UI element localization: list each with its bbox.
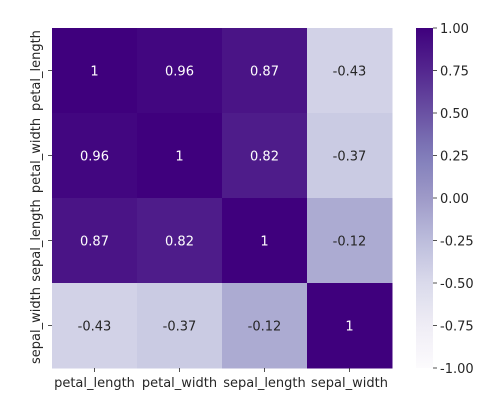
- cell-value-label: 0.82: [165, 235, 194, 250]
- colorbar-tick-label: 0.25: [440, 150, 469, 165]
- cell-value-label: -0.37: [333, 150, 367, 165]
- heatmap-cell-sepal-width-sepal-width: [307, 283, 393, 369]
- cell-value-label: 0.82: [250, 150, 279, 165]
- cell-value-label: -0.43: [333, 65, 367, 80]
- heatmap-cell-sepal-length-petal-length: [52, 198, 138, 284]
- y-tick-label: petal_length: [29, 30, 44, 111]
- colorbar-tick-label: -0.75: [440, 320, 474, 335]
- y-tick-label: sepal_width: [29, 287, 44, 364]
- heatmap-cells: [52, 28, 393, 369]
- x-tick-label: sepal_width: [311, 376, 388, 391]
- colorbar-tick-label: -0.25: [440, 235, 474, 250]
- heatmap-cell-petal-width-petal-width: [137, 113, 223, 199]
- colorbar: 1.00 0.75 0.50 0.25 0.00 -0.25 -0.50 -0.75 -1.00: [416, 22, 474, 377]
- x-tick-label: sepal_length: [223, 376, 306, 391]
- y-tick-label: sepal_length: [29, 199, 44, 282]
- heatmap-cell-sepal-width-petal-length: [52, 283, 138, 369]
- cell-value-label: 0.96: [165, 65, 194, 80]
- heatmap-cell-sepal-length-sepal-width: [307, 198, 393, 284]
- heatmap-cell-petal-length-sepal-length: [222, 28, 308, 114]
- cell-value-label: -0.12: [333, 235, 367, 250]
- y-tick-labels: petal_length petal_width sepal_lengthsepal…: [29, 30, 52, 364]
- heatmap-cell-petal-width-sepal-length: [222, 113, 308, 199]
- cell-value-label: 0.87: [250, 65, 279, 80]
- heatmap-cell-petal-length-sepal-width: [307, 28, 393, 114]
- heatmap-cell-sepal-width-sepal-length: [222, 283, 308, 369]
- heatmap-cell-petal-width-sepal-width: [307, 113, 393, 199]
- cell-value-label: -0.43: [78, 320, 112, 335]
- cell-value-label: 1: [175, 150, 183, 165]
- y-tick-label: petal_width: [29, 118, 44, 193]
- heatmap-cell-petal-width-petal-length: [52, 113, 138, 199]
- x-tick-labels: petal_length petal_width sepal_length sepal…: [54, 368, 388, 391]
- cell-value-label: 1: [90, 65, 98, 80]
- x-tick-label: petal_length: [54, 376, 135, 391]
- colorbar-tick-label: -1.00: [440, 362, 474, 377]
- colorbar-tick-label: 1.00: [440, 22, 469, 37]
- heatmap-cell-petal-length-petal-width: [137, 28, 223, 114]
- colorbar-tick-label: -0.50: [440, 277, 474, 292]
- x-tick-label: petal_width: [142, 376, 217, 391]
- heatmap-cell-petal-length-petal-length: [52, 28, 138, 114]
- cell-value-label: -0.37: [163, 320, 197, 335]
- cell-value-label: 1: [260, 235, 268, 250]
- cell-value-label: -0.12: [248, 320, 282, 335]
- heatmap-cell-sepal-width-petal-width: [137, 283, 223, 369]
- cell-value-label: 0.87: [80, 235, 109, 250]
- heatmap-cell-sepal-length-sepal-length: [222, 198, 308, 284]
- colorbar-tick-label: 0.00: [440, 192, 469, 207]
- cell-value-label: 1: [345, 320, 353, 335]
- colorbar-tick-label: 0.50: [440, 107, 469, 122]
- heatmap-cell-labels: 1 0.96 0.87 -0.43 0.96 1 0.82 -0.37 0.87 0.82 1 -0.…: [78, 65, 367, 335]
- colorbar-gradient: [416, 28, 433, 368]
- cell-value-label: 0.96: [80, 150, 109, 165]
- heatmap-cell-sepal-length-petal-width: [137, 198, 223, 284]
- colorbar-tick-label: 0.75: [440, 65, 469, 80]
